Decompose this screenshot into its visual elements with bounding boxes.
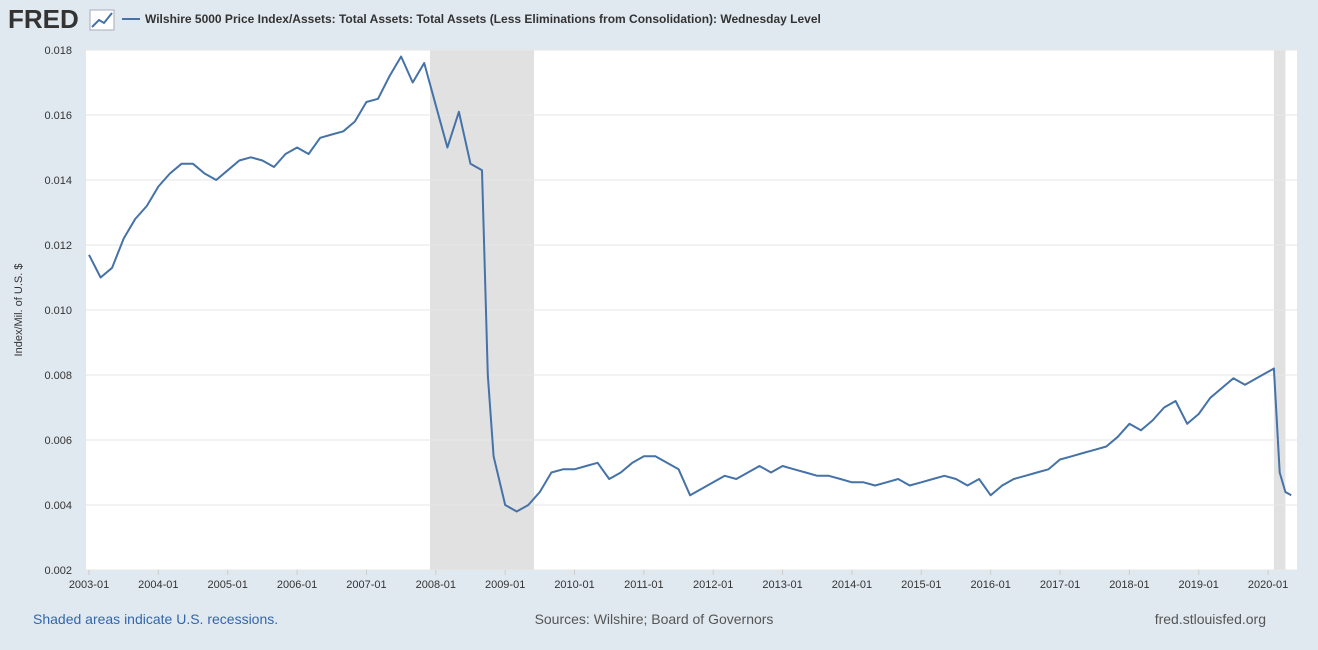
x-tick-label: 2011-01	[624, 579, 664, 591]
x-tick-label: 2012-01	[693, 579, 733, 591]
y-tick-label: 0.006	[44, 435, 72, 447]
x-tick-label: 2013-01	[762, 579, 802, 591]
x-tick-label: 2015-01	[901, 579, 941, 591]
site: fred.stlouisfed.org	[1155, 611, 1266, 627]
x-tick-label: 2016-01	[970, 579, 1010, 591]
y-tick-label: 0.016	[44, 110, 72, 122]
x-tick-label: 2008-01	[416, 579, 456, 591]
x-tick-label: 2005-01	[208, 579, 248, 591]
x-tick-label: 2003-01	[69, 579, 109, 591]
y-tick-label: 0.010	[44, 305, 72, 317]
y-axis-label: Index/Mil. of U.S. $	[13, 264, 25, 357]
x-tick-label: 2017-01	[1040, 579, 1080, 591]
recession-note: Shaded areas indicate U.S. recessions.	[33, 611, 278, 627]
x-tick-label: 2004-01	[138, 579, 178, 591]
legend-label: Wilshire 5000 Price Index/Assets: Total …	[145, 12, 821, 26]
x-tick-label: 2019-01	[1179, 579, 1219, 591]
y-tick-label: 0.008	[44, 370, 72, 382]
y-tick-label: 0.014	[44, 175, 72, 187]
y-tick-label: 0.002	[44, 565, 72, 577]
y-tick-label: 0.004	[44, 500, 72, 512]
x-tick-label: 2018-01	[1109, 579, 1149, 591]
x-tick-label: 2007-01	[346, 579, 386, 591]
x-tick-label: 2009-01	[485, 579, 525, 591]
x-tick-label: 2014-01	[832, 579, 872, 591]
x-tick-label: 2006-01	[277, 579, 317, 591]
logo-icon	[89, 9, 115, 31]
x-tick-label: 2020-01	[1248, 579, 1288, 591]
series-line	[88, 55, 1292, 513]
logo: FRED	[8, 4, 79, 34]
source: Sources: Wilshire; Board of Governors	[535, 611, 774, 627]
y-tick-label: 0.018	[44, 45, 72, 57]
x-tick-label: 2010-01	[554, 579, 594, 591]
y-tick-label: 0.012	[44, 240, 72, 252]
